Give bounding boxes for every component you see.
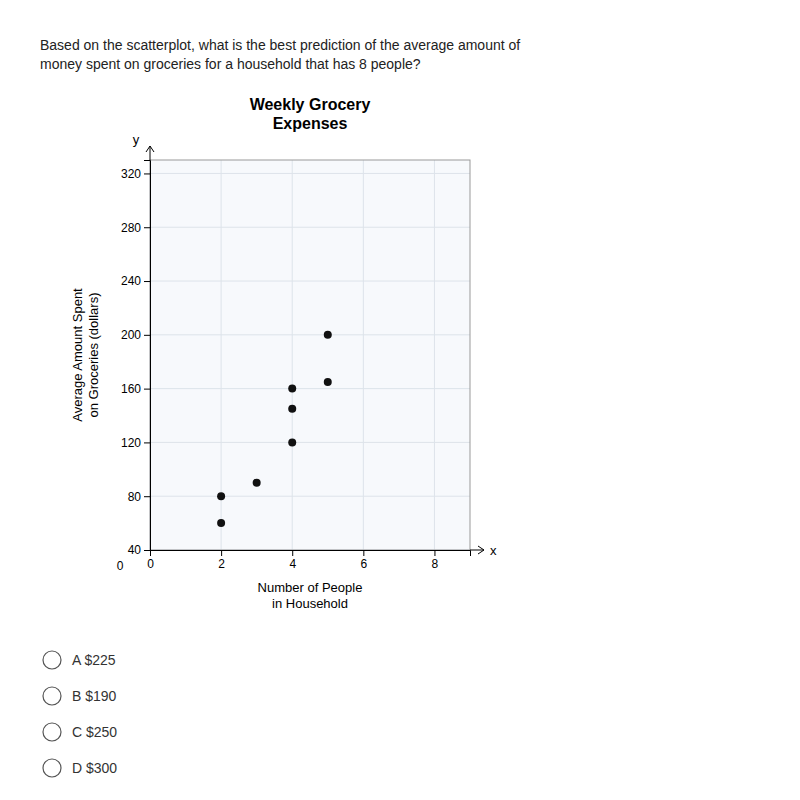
grid-line-y: [150, 388, 470, 389]
text-line: Weekly Grocery: [250, 96, 371, 113]
tick-mark: [144, 281, 150, 282]
text-line: Number of People: [258, 580, 363, 595]
grid-line-y: [150, 496, 470, 497]
tick-mark: [434, 550, 435, 556]
tick-mark: [144, 335, 150, 336]
tick: 8: [432, 550, 439, 571]
choice: D $300: [72, 760, 117, 776]
tick-mark: [292, 550, 293, 556]
text-line: in Household: [272, 596, 348, 611]
title: Weekly Grocery Expenses: [250, 96, 371, 132]
tick-label: 240: [121, 274, 141, 288]
choice: B $190: [72, 688, 117, 704]
chart: Based on the scatterplot, what is the be…: [0, 0, 800, 800]
radio-button: [43, 723, 61, 741]
tick: 40: [128, 543, 150, 557]
point: [217, 519, 225, 527]
tick: 280: [121, 221, 150, 235]
y-axis-letter: y: [133, 132, 140, 147]
tick-mark: [363, 550, 364, 556]
tick-label: 200: [121, 328, 141, 342]
tick: 200: [121, 328, 150, 342]
radio-button: [43, 759, 61, 777]
tick-label: 0: [147, 557, 154, 571]
tick-label: 320: [121, 167, 141, 181]
tick: 0: [147, 550, 154, 571]
tick: 160: [121, 382, 150, 396]
tick-label: 6: [360, 557, 367, 571]
point: [288, 385, 296, 393]
text-line: on Groceries (dollars): [86, 293, 101, 418]
question: Based on the scatterplot, what is the be…: [40, 37, 520, 72]
tick-mark: [144, 173, 150, 174]
grid-line-y: [150, 442, 470, 443]
tick-label: 40: [128, 543, 142, 557]
point: [324, 378, 332, 386]
grid-line-y: [150, 173, 470, 174]
point: [324, 331, 332, 339]
tick-mark: [144, 389, 150, 390]
point: [217, 492, 225, 500]
grid-line-x: [292, 160, 293, 550]
tick-mark: [144, 227, 150, 228]
plot-frame: [150, 160, 470, 550]
choice: C $250: [72, 724, 117, 740]
text-line: Based on the scatterplot, what is the be…: [40, 37, 520, 53]
tick: 120: [121, 436, 150, 450]
tick-mark: [221, 550, 222, 556]
tick: 6: [360, 550, 367, 571]
text-line: money spent on groceries for a household…: [40, 56, 421, 72]
tick-label: 120: [121, 436, 141, 450]
tick-label: 4: [289, 557, 296, 571]
tick-mark: [144, 550, 150, 551]
radio-button: [43, 651, 61, 669]
tick: 2: [218, 550, 225, 571]
y-axis-arrow: [146, 146, 154, 160]
tick-mark: [144, 442, 150, 443]
origin-label: 0: [117, 559, 124, 573]
grid-line-x: [363, 160, 364, 550]
y-axis-line: [144, 161, 151, 551]
plot-background: [150, 160, 470, 550]
x-axis-arrow: [470, 546, 484, 554]
grid-line-x: [434, 160, 435, 550]
x-axis-line: [151, 551, 471, 557]
point: [253, 479, 261, 487]
y-axis-title: Average Amount Spenton Groceries (dollar…: [70, 288, 101, 422]
radio-button: [43, 687, 61, 705]
marks: [217, 331, 332, 527]
point: [288, 405, 296, 413]
grid-line-y: [150, 281, 470, 282]
y-axis: 40 80 120 160 200 240 280 320: [121, 161, 151, 558]
tick: 320: [121, 167, 150, 181]
x-axis-letter: x: [490, 543, 497, 558]
grid-line-y: [150, 227, 470, 228]
tick: 80: [128, 490, 150, 504]
x-axis-title: Number of Peoplein Household: [258, 580, 363, 611]
tick-mark: [144, 496, 150, 497]
grid-line-y: [150, 334, 470, 335]
tick-label: 8: [432, 557, 439, 571]
tick-label: 160: [121, 382, 141, 396]
grid-line-x: [221, 160, 222, 550]
tick-label: 80: [128, 490, 142, 504]
tick: 4: [289, 550, 296, 571]
tick-label: 280: [121, 221, 141, 235]
tick-label: 2: [218, 557, 225, 571]
text-line: Expenses: [273, 115, 348, 132]
grid: [150, 160, 470, 550]
x-axis: 0 2 4 6 8: [147, 550, 470, 571]
point: [288, 438, 296, 446]
choice: A $225: [72, 652, 116, 668]
text-line: Average Amount Spent: [70, 288, 85, 422]
choices: A $225 B $190 C $250 D $300: [43, 651, 117, 777]
tick: 240: [121, 274, 150, 288]
